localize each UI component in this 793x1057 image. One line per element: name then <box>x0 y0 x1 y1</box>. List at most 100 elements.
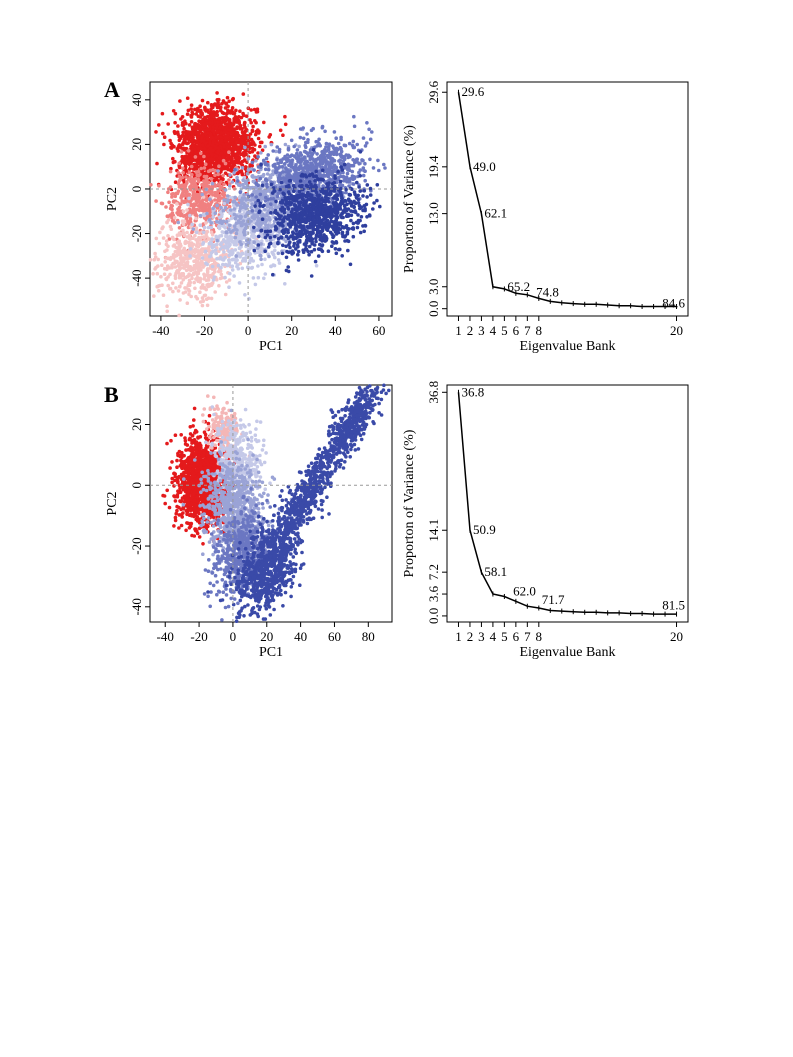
scatter-point <box>203 132 208 136</box>
scatter-point <box>210 128 215 133</box>
scatter-point <box>234 231 239 236</box>
scatter-point <box>200 208 205 212</box>
scatter-point <box>154 265 158 270</box>
scatter-point <box>191 227 196 231</box>
scatter-point <box>273 248 277 253</box>
scatter-point <box>161 236 166 240</box>
scatter-point <box>258 204 262 208</box>
scatter-point <box>266 226 270 230</box>
scatter-point <box>363 161 367 166</box>
scatter-point <box>211 215 215 219</box>
scatter-point <box>338 221 343 225</box>
scatter-point <box>339 149 344 154</box>
scatter-point <box>175 269 179 274</box>
scatter-point <box>201 263 205 268</box>
scatter-point <box>235 134 239 138</box>
scatter-point <box>232 207 237 211</box>
scatter-point <box>157 123 161 127</box>
scatter-point <box>306 138 310 142</box>
scatter-point <box>246 194 251 199</box>
scatter-point <box>283 154 287 159</box>
scatter-point <box>311 148 316 152</box>
scatter-point <box>357 161 362 166</box>
scatter-point <box>222 198 226 202</box>
scatter-point <box>292 189 296 193</box>
scatter-point <box>185 208 189 212</box>
scatter-point <box>204 174 209 179</box>
scatter-point <box>269 264 273 269</box>
scatter-point <box>233 142 238 147</box>
scatter-point <box>218 247 223 251</box>
scatter-point <box>238 190 243 194</box>
scatter-point <box>221 173 225 178</box>
scatter-point <box>277 261 282 265</box>
scatter-point <box>340 254 345 258</box>
scatter-point <box>216 172 220 177</box>
scatter-point <box>344 175 349 179</box>
scatter-point <box>182 199 186 204</box>
scatter-point <box>314 169 319 174</box>
scatter-point <box>256 136 261 141</box>
scatter-point <box>220 275 224 280</box>
scatter-point <box>206 267 210 271</box>
scatter-point <box>334 251 339 256</box>
scatter-point <box>181 291 186 295</box>
scatter-point <box>216 120 220 124</box>
scatter-point <box>361 136 366 140</box>
scatter-point <box>234 153 238 157</box>
scatter-point <box>222 182 226 187</box>
scatter-point <box>338 145 343 150</box>
scatter-point <box>227 184 232 188</box>
scatter-point <box>263 199 268 203</box>
scatter-point <box>208 133 213 138</box>
scatter-point <box>232 212 237 217</box>
scatter-point <box>383 166 387 170</box>
scatter-point <box>189 268 193 273</box>
scatter-point <box>158 283 162 288</box>
scatter-point <box>214 154 219 158</box>
scatter-point <box>171 281 175 286</box>
scatter-point <box>271 251 275 256</box>
scatter-point <box>165 309 169 314</box>
scatter-point <box>249 205 253 210</box>
scatter-point <box>207 184 211 189</box>
scatter-point <box>240 171 244 176</box>
scatter-point <box>179 281 184 285</box>
scatter-point <box>250 163 254 168</box>
scatter-point <box>198 172 202 177</box>
scatter-point <box>248 258 252 263</box>
scatter-point <box>209 283 214 288</box>
scatter-point <box>239 115 244 120</box>
scatter-point <box>365 141 369 145</box>
scatter-point <box>194 165 199 170</box>
scatter-point <box>166 214 171 218</box>
scatter-point <box>323 129 327 134</box>
scatter-point <box>193 182 198 187</box>
scatter-point <box>159 274 163 279</box>
scatter-point <box>195 109 200 113</box>
scatter-point <box>193 208 198 212</box>
scatter-point <box>238 206 243 211</box>
scatter-point <box>325 169 329 174</box>
scatter-point <box>213 269 217 274</box>
scatter-point <box>249 120 253 125</box>
scatter-point <box>202 166 207 170</box>
scatter-point <box>287 158 292 163</box>
scatter-point <box>352 176 356 180</box>
scatter-point <box>269 142 274 147</box>
scatter-point <box>179 150 184 154</box>
scatter-point <box>215 219 219 224</box>
scatter-point <box>186 108 191 113</box>
scatter-point <box>256 219 260 223</box>
scatter-point <box>177 226 182 230</box>
scatter-point <box>185 230 189 235</box>
scatter-point <box>209 225 214 230</box>
scatter-point <box>188 213 192 218</box>
scatter-point <box>358 174 363 178</box>
scatter-point <box>265 238 269 243</box>
scatter-point <box>163 249 167 254</box>
scatter-point <box>241 92 246 96</box>
scatter-point <box>235 258 239 262</box>
scatter-point <box>218 219 223 223</box>
